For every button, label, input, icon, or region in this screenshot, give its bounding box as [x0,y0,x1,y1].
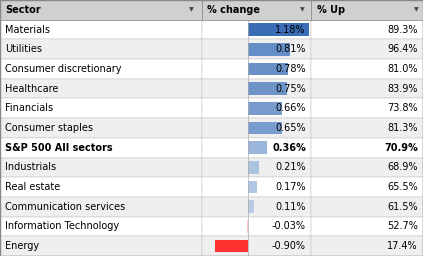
Text: 0.11%: 0.11% [275,202,306,212]
Bar [311,177,423,197]
Text: ▼: ▼ [189,7,194,12]
Text: 89.3%: 89.3% [387,25,418,35]
Bar [248,102,282,115]
Text: 17.4%: 17.4% [387,241,418,251]
Bar [248,23,309,36]
Text: S&P 500 All sectors: S&P 500 All sectors [5,143,113,153]
Bar [311,79,423,99]
Text: Energy: Energy [5,241,39,251]
Text: -0.90%: -0.90% [272,241,306,251]
Bar [0,20,202,39]
Text: 81.3%: 81.3% [387,123,418,133]
Text: 52.7%: 52.7% [387,221,418,231]
Text: Financials: Financials [5,103,53,113]
Bar [248,200,254,213]
Text: Consumer discretionary: Consumer discretionary [5,64,121,74]
Bar [202,39,311,59]
Bar [311,236,423,256]
Text: 0.78%: 0.78% [275,64,306,74]
Bar [202,177,311,197]
Text: ▼: ▼ [300,7,305,12]
Bar [311,59,423,79]
Bar [202,236,311,256]
Bar [311,99,423,118]
Bar [0,99,202,118]
Bar [202,20,311,39]
Bar [311,197,423,217]
Bar [311,20,423,39]
Bar [311,0,423,20]
Text: Communication services: Communication services [5,202,125,212]
Text: 81.0%: 81.0% [387,64,418,74]
Bar [0,157,202,177]
Bar [311,118,423,138]
Bar [0,0,202,20]
Bar [0,39,202,59]
Bar [0,236,202,256]
Bar [202,0,311,20]
Text: Healthcare: Healthcare [5,84,58,94]
Bar [0,118,202,138]
Text: 0.81%: 0.81% [275,44,306,54]
Text: 96.4%: 96.4% [387,44,418,54]
Text: Utilities: Utilities [5,44,42,54]
Text: -0.03%: -0.03% [272,221,306,231]
Text: Real estate: Real estate [5,182,60,192]
Bar [202,118,311,138]
Bar [0,59,202,79]
Bar [248,161,259,174]
Bar [0,177,202,197]
Bar [311,138,423,157]
Bar [248,63,288,75]
Bar [311,217,423,236]
Bar [215,240,248,252]
Bar [202,99,311,118]
Bar [202,59,311,79]
Text: 0.36%: 0.36% [272,143,306,153]
Text: 70.9%: 70.9% [384,143,418,153]
Text: 68.9%: 68.9% [387,162,418,172]
Bar [0,79,202,99]
Text: 61.5%: 61.5% [387,202,418,212]
Text: 0.21%: 0.21% [275,162,306,172]
Text: 0.65%: 0.65% [275,123,306,133]
Bar [0,217,202,236]
Bar [248,43,290,56]
Text: 0.66%: 0.66% [275,103,306,113]
Bar [247,220,248,233]
Bar [202,79,311,99]
Bar [0,197,202,217]
Bar [202,217,311,236]
Text: 83.9%: 83.9% [387,84,418,94]
Text: 0.17%: 0.17% [275,182,306,192]
Bar [202,138,311,157]
Text: 1.18%: 1.18% [275,25,306,35]
Text: Industrials: Industrials [5,162,56,172]
Text: 0.75%: 0.75% [275,84,306,94]
Text: Information Technology: Information Technology [5,221,119,231]
Text: % Up: % Up [317,5,345,15]
Text: Materials: Materials [5,25,50,35]
Text: Consumer staples: Consumer staples [5,123,93,133]
Bar [311,157,423,177]
Bar [248,82,287,95]
Text: 65.5%: 65.5% [387,182,418,192]
Text: ▼: ▼ [414,7,419,12]
Bar [248,122,282,134]
Text: Sector: Sector [5,5,41,15]
Bar [202,157,311,177]
Text: % change: % change [207,5,260,15]
Bar [311,39,423,59]
Bar [0,138,202,157]
Bar [248,141,266,154]
Bar [248,181,257,193]
Bar [202,197,311,217]
Text: 73.8%: 73.8% [387,103,418,113]
